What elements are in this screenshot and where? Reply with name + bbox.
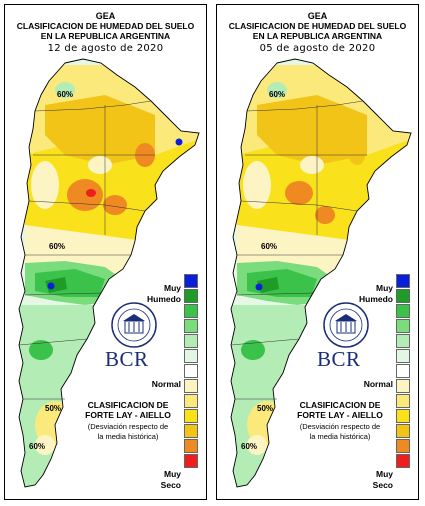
legend-color-scale bbox=[396, 274, 411, 469]
method-line4: la media histórica) bbox=[97, 432, 159, 441]
legend-swatch bbox=[184, 454, 198, 468]
method-line1: CLASIFICACION DE bbox=[299, 400, 381, 410]
legend-swatch bbox=[184, 439, 198, 453]
map-panel-right: GEA CLASIFICACION DE HUMEDAD DEL SUELO E… bbox=[216, 4, 419, 500]
legend-swatch bbox=[396, 394, 410, 408]
legend-swatch bbox=[184, 304, 198, 318]
map-labels: 60% 60% 50% 60% bbox=[241, 90, 285, 451]
legend-swatch bbox=[396, 364, 410, 378]
map-date: 12 de agosto de 2020 bbox=[47, 43, 164, 54]
legend-swatch bbox=[396, 334, 410, 348]
map-annotation: 60% bbox=[269, 90, 285, 99]
soil-moisture-map bbox=[230, 58, 412, 488]
legend-top-label-1: Muy bbox=[376, 283, 393, 293]
method-line3: (Desviación respecto de bbox=[87, 422, 169, 431]
bcr-brand: BCR bbox=[317, 347, 361, 371]
bcr-seal-logo bbox=[323, 302, 369, 348]
legend-swatch bbox=[396, 274, 410, 288]
legend-bottom-label-2: Seco bbox=[160, 480, 181, 490]
legend-mid-label: Normal bbox=[363, 379, 393, 389]
bcr-brand: BCR bbox=[105, 347, 149, 371]
legend-swatch bbox=[396, 424, 410, 438]
map-title-line2: EN LA REPUBLICA ARGENTINA bbox=[252, 31, 383, 41]
map-annotation: 60% bbox=[49, 242, 65, 251]
method-line3: (Desviación respecto de bbox=[299, 422, 381, 431]
legend-swatch bbox=[184, 409, 198, 423]
method-line1: CLASIFICACION DE bbox=[87, 400, 169, 410]
map-labels: 60% 60% 50% 60% bbox=[29, 90, 73, 451]
method-line2: FORTE LAY - AIELLO bbox=[85, 410, 171, 420]
method-line2: FORTE LAY - AIELLO bbox=[297, 410, 383, 420]
legend-swatch bbox=[396, 454, 410, 468]
legend-swatch bbox=[396, 289, 410, 303]
legend-swatch bbox=[184, 319, 198, 333]
organization: GEA bbox=[95, 11, 116, 21]
legend-bottom-label-2: Seco bbox=[372, 480, 393, 490]
legend-swatch bbox=[396, 319, 410, 333]
map-date: 05 de agosto de 2020 bbox=[259, 43, 376, 54]
map-annotation: 50% bbox=[257, 404, 273, 413]
method-line4: la media histórica) bbox=[309, 432, 371, 441]
legend-swatch bbox=[184, 274, 198, 288]
legend-top-label-1: Muy bbox=[164, 283, 181, 293]
legend-mid-label: Normal bbox=[151, 379, 181, 389]
map-annotation: 50% bbox=[45, 404, 61, 413]
legend-swatch bbox=[184, 364, 198, 378]
legend-swatch bbox=[184, 289, 198, 303]
legend-swatch bbox=[396, 349, 410, 363]
legend-color-scale bbox=[184, 274, 199, 469]
legend-swatch bbox=[396, 439, 410, 453]
legend-swatch bbox=[184, 379, 198, 393]
organization: GEA bbox=[307, 11, 328, 21]
map-annotation: 60% bbox=[241, 442, 257, 451]
legend-bottom-label-1: Muy bbox=[376, 469, 393, 479]
map-annotation: 60% bbox=[29, 442, 45, 451]
legend-swatch bbox=[396, 409, 410, 423]
map-panel-left: GEA CLASIFICACION DE HUMEDAD DEL SUELO E… bbox=[4, 4, 207, 500]
legend-swatch bbox=[396, 304, 410, 318]
legend-swatch bbox=[184, 394, 198, 408]
legend-swatch bbox=[184, 424, 198, 438]
legend-swatch bbox=[184, 334, 198, 348]
legend-swatch bbox=[184, 349, 198, 363]
map-title-line1: CLASIFICACION DE HUMEDAD DEL SUELO bbox=[228, 21, 407, 31]
map-annotation: 60% bbox=[261, 242, 277, 251]
legend-top-label-2: Humedo bbox=[147, 294, 181, 304]
soil-moisture-map bbox=[18, 58, 200, 488]
map-annotation: 60% bbox=[57, 90, 73, 99]
map-title-line2: EN LA REPUBLICA ARGENTINA bbox=[40, 31, 171, 41]
legend-bottom-label-1: Muy bbox=[164, 469, 181, 479]
legend-swatch bbox=[396, 379, 410, 393]
bcr-seal-logo bbox=[111, 302, 157, 348]
legend-top-label-2: Humedo bbox=[359, 294, 393, 304]
map-title-line1: CLASIFICACION DE HUMEDAD DEL SUELO bbox=[16, 21, 195, 31]
